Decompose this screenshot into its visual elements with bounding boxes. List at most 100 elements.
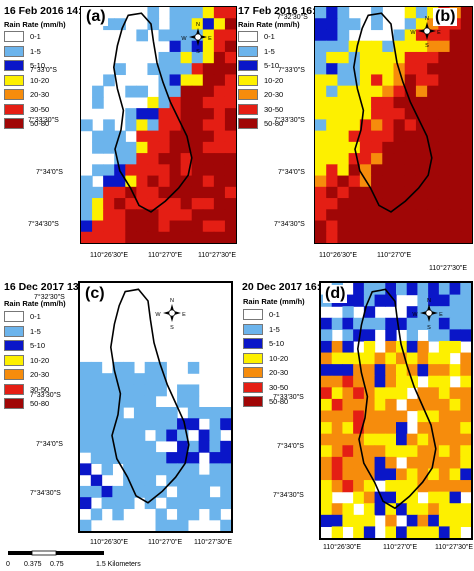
- rain-cell: [396, 352, 408, 365]
- rain-cell: [224, 209, 236, 222]
- rain-cell: [385, 294, 397, 307]
- rain-cell: [331, 456, 344, 470]
- rain-cell: [177, 452, 189, 464]
- rain-cell: [155, 407, 167, 419]
- rain-cell: [415, 18, 428, 31]
- rain-cell: [393, 29, 406, 42]
- rain-cell: [147, 108, 160, 120]
- legend-swatch: [243, 338, 263, 349]
- rain-cell: [81, 186, 93, 199]
- rain-cell: [224, 130, 236, 143]
- rain-cell: [80, 407, 92, 419]
- rain-cell: [337, 130, 350, 143]
- rain-cell: [224, 175, 236, 188]
- rain-cell: [359, 141, 372, 154]
- rain-cell: [371, 186, 383, 199]
- rain-cell: [220, 440, 231, 453]
- legend-swatch: [238, 118, 258, 129]
- legend-swatch: [4, 31, 24, 42]
- north-arrow-icon: N S W E: [412, 298, 443, 331]
- rain-cell: [202, 29, 215, 42]
- rain-cell: [449, 410, 461, 423]
- rain-cell: [112, 497, 124, 510]
- rain-cell: [428, 352, 440, 365]
- panel-c-lat-tick: 7°34'30"S: [30, 490, 61, 497]
- panel-d-lat-tick: 7°34'0"S: [277, 443, 304, 450]
- rain-cell: [427, 29, 439, 42]
- north-arrow-icon: N S W E: [181, 22, 212, 55]
- rain-cell: [90, 407, 103, 419]
- rain-cell: [342, 375, 354, 388]
- rain-cell: [438, 329, 451, 342]
- rain-cell: [224, 186, 236, 199]
- rain-cell: [415, 153, 428, 165]
- scale-label: 0: [6, 561, 10, 568]
- rain-cell: [417, 468, 429, 481]
- rain-cell: [359, 164, 372, 177]
- rain-cell: [342, 317, 354, 330]
- rain-cell: [103, 231, 115, 243]
- legend-label: 5-10: [264, 61, 280, 70]
- rain-cell: [169, 231, 182, 243]
- rain-cell: [202, 51, 215, 64]
- panel-a-title: 16 Feb 2016 14:00: [4, 5, 94, 17]
- rain-cell: [158, 186, 171, 199]
- rain-cell: [220, 519, 231, 531]
- rain-cell: [438, 29, 451, 42]
- rain-cell: [460, 422, 471, 435]
- rain-cell: [123, 440, 135, 453]
- rain-cell: [180, 74, 193, 87]
- rain-cell: [460, 352, 471, 365]
- rain-cell: [460, 18, 472, 31]
- rain-cell: [396, 468, 408, 481]
- rain-cell: [363, 514, 376, 528]
- rain-cell: [158, 63, 171, 76]
- rain-cell: [382, 130, 395, 143]
- rain-cell: [80, 463, 92, 476]
- rain-cell: [353, 329, 365, 342]
- rain-cell: [202, 130, 215, 143]
- legend-label: 30-50: [30, 104, 50, 114]
- rain-cell: [326, 51, 339, 64]
- rain-cell: [428, 364, 440, 377]
- rain-cell: [385, 445, 397, 458]
- rain-cell: [404, 220, 417, 233]
- rain-cell: [427, 141, 439, 154]
- rain-cell: [406, 352, 419, 365]
- rain-cell: [393, 85, 406, 98]
- rain-cell: [114, 209, 126, 222]
- compass-letter: W: [412, 312, 418, 318]
- rain-cell: [374, 375, 386, 388]
- rain-cell: [125, 209, 137, 222]
- rain-cell: [460, 164, 472, 177]
- rain-cell: [359, 119, 372, 132]
- rain-cell: [202, 85, 215, 98]
- rain-cell: [180, 29, 193, 42]
- rain-cell: [427, 186, 439, 199]
- rain-cell: [90, 508, 103, 521]
- rain-cell: [112, 508, 124, 521]
- legend-swatch: [4, 369, 24, 380]
- rain-cell: [438, 119, 451, 132]
- rain-cell: [348, 186, 361, 199]
- rain-cell: [90, 395, 103, 408]
- rain-cell: [114, 186, 126, 199]
- rain-cell: [202, 164, 215, 177]
- rain-cell: [125, 175, 137, 188]
- rain-cell: [315, 231, 327, 243]
- rain-cell: [144, 485, 157, 498]
- rain-cell: [382, 108, 395, 120]
- rain-cell: [404, 18, 417, 31]
- rain-cell: [123, 373, 135, 386]
- rain-cell: [136, 198, 149, 210]
- rain-cell: [438, 306, 451, 319]
- rain-cell: [427, 130, 439, 143]
- rain-cell: [101, 373, 113, 386]
- rain-cell: [342, 480, 354, 493]
- rain-cell: [331, 387, 344, 400]
- rain-cell: [158, 220, 171, 233]
- rain-cell: [220, 407, 231, 419]
- rain-cell: [438, 456, 451, 470]
- compass-letter: N: [196, 22, 200, 28]
- rain-cell: [417, 340, 429, 354]
